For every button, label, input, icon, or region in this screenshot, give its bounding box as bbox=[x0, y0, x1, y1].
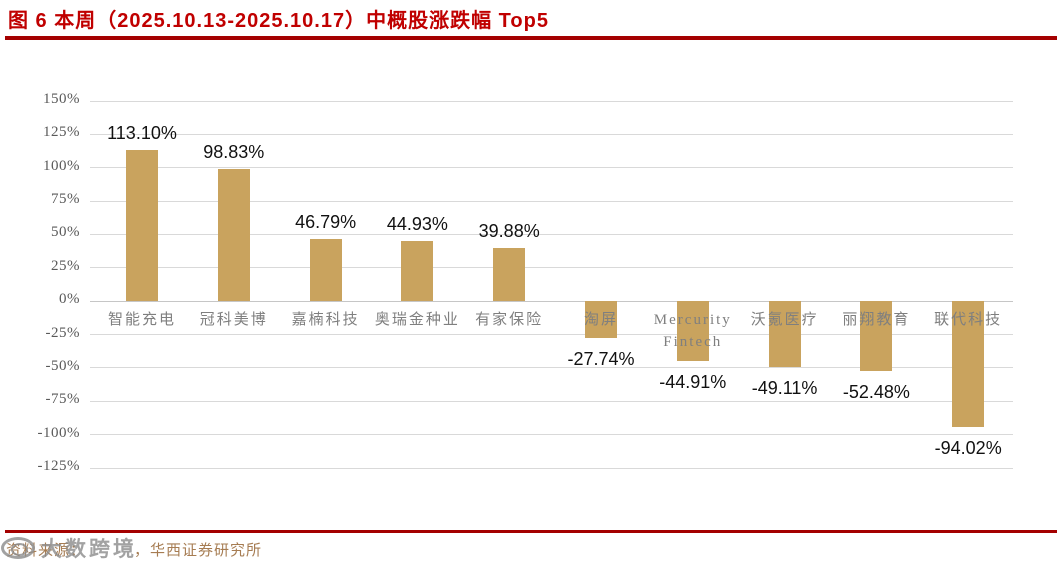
source-institution: ，华西证券研究所 bbox=[134, 543, 263, 559]
bar-value-label: 98.83% bbox=[203, 142, 265, 163]
bar-value-label: 44.93% bbox=[386, 214, 448, 235]
bar bbox=[309, 238, 342, 302]
bar-value-label: -49.11% bbox=[751, 377, 818, 398]
gridline bbox=[90, 367, 1013, 369]
x-axis-category-label: 冠科美博 bbox=[199, 312, 268, 329]
gridline bbox=[90, 334, 1013, 336]
x-axis-category-label: 智能充电 bbox=[107, 312, 176, 329]
gridline bbox=[90, 200, 1013, 202]
bar bbox=[952, 301, 985, 427]
x-axis-category-label: Mercurity Fintech bbox=[653, 312, 732, 351]
bar-chart: 150% 125% 100% 75% 50% 25% 0% -25% -50% -75% -100%… bbox=[37, 91, 1013, 474]
bar bbox=[217, 169, 250, 302]
bar-value-label: -27.74% bbox=[567, 349, 635, 370]
bar-value-label: 46.79% bbox=[295, 211, 357, 232]
bar-value-label: -44.91% bbox=[659, 372, 727, 393]
gridline bbox=[90, 167, 1013, 169]
x-axis-category-label: 奥瑞金种业 bbox=[374, 312, 460, 329]
figure-title: 图 6 本周（2025.10.13-2025.10.17）中概股涨跌幅 Top5 bbox=[8, 10, 549, 32]
y-axis-tick-label: 75% bbox=[51, 191, 80, 208]
bar bbox=[676, 301, 709, 362]
x-axis-category-label: 联代科技 bbox=[934, 312, 1003, 329]
y-axis-tick-label: 125% bbox=[43, 124, 80, 141]
bar bbox=[860, 301, 893, 372]
bar-value-label: 113.10% bbox=[107, 123, 177, 144]
bar-value-label: -94.02% bbox=[934, 437, 1002, 458]
bar-value-label: 39.88% bbox=[478, 220, 540, 241]
y-axis-tick-label: -25% bbox=[45, 324, 80, 341]
y-axis-tick-label: -50% bbox=[45, 357, 80, 374]
y-axis-tick-label: -100% bbox=[37, 424, 80, 441]
gridline bbox=[90, 233, 1013, 235]
x-axis-category-label: 淘屏 bbox=[583, 312, 618, 329]
bar-value-label: -52.48% bbox=[842, 382, 910, 403]
bar bbox=[401, 241, 434, 302]
y-axis-tick-label: 0% bbox=[59, 291, 80, 308]
footer-divider-rule bbox=[5, 530, 1057, 533]
figure-footer: 资料来源： ，华西证券研究所 大数跨境 bbox=[0, 536, 1062, 564]
zero-axis-line bbox=[90, 300, 1013, 302]
title-divider-rule bbox=[5, 36, 1057, 40]
y-axis-tick-label: 25% bbox=[51, 257, 80, 274]
y-axis-tick-label: 100% bbox=[43, 157, 80, 174]
x-axis-category-label: 有家保险 bbox=[475, 312, 544, 329]
x-axis-category-label: 沃氪医疗 bbox=[750, 312, 819, 329]
bar bbox=[126, 150, 158, 302]
bar bbox=[493, 247, 526, 302]
y-axis-tick-label: 50% bbox=[51, 224, 80, 241]
gridline bbox=[90, 467, 1013, 469]
x-axis-category-label: 丽翔教育 bbox=[842, 312, 911, 329]
gridline bbox=[90, 133, 1013, 135]
bar bbox=[585, 301, 617, 339]
x-axis-category-label: 嘉楠科技 bbox=[291, 312, 360, 329]
watermark-text: 大数跨境 bbox=[41, 538, 137, 561]
watermark-logo-icon bbox=[1, 537, 35, 559]
bar bbox=[768, 301, 801, 367]
gridline bbox=[90, 434, 1013, 436]
watermark: 大数跨境 bbox=[1, 533, 137, 563]
y-axis-tick-label: -75% bbox=[45, 391, 80, 408]
y-axis-tick-label: 150% bbox=[43, 91, 80, 107]
gridline bbox=[90, 267, 1013, 269]
gridline bbox=[90, 400, 1013, 402]
y-axis-tick-label: -125% bbox=[37, 458, 80, 474]
gridline bbox=[90, 100, 1013, 102]
